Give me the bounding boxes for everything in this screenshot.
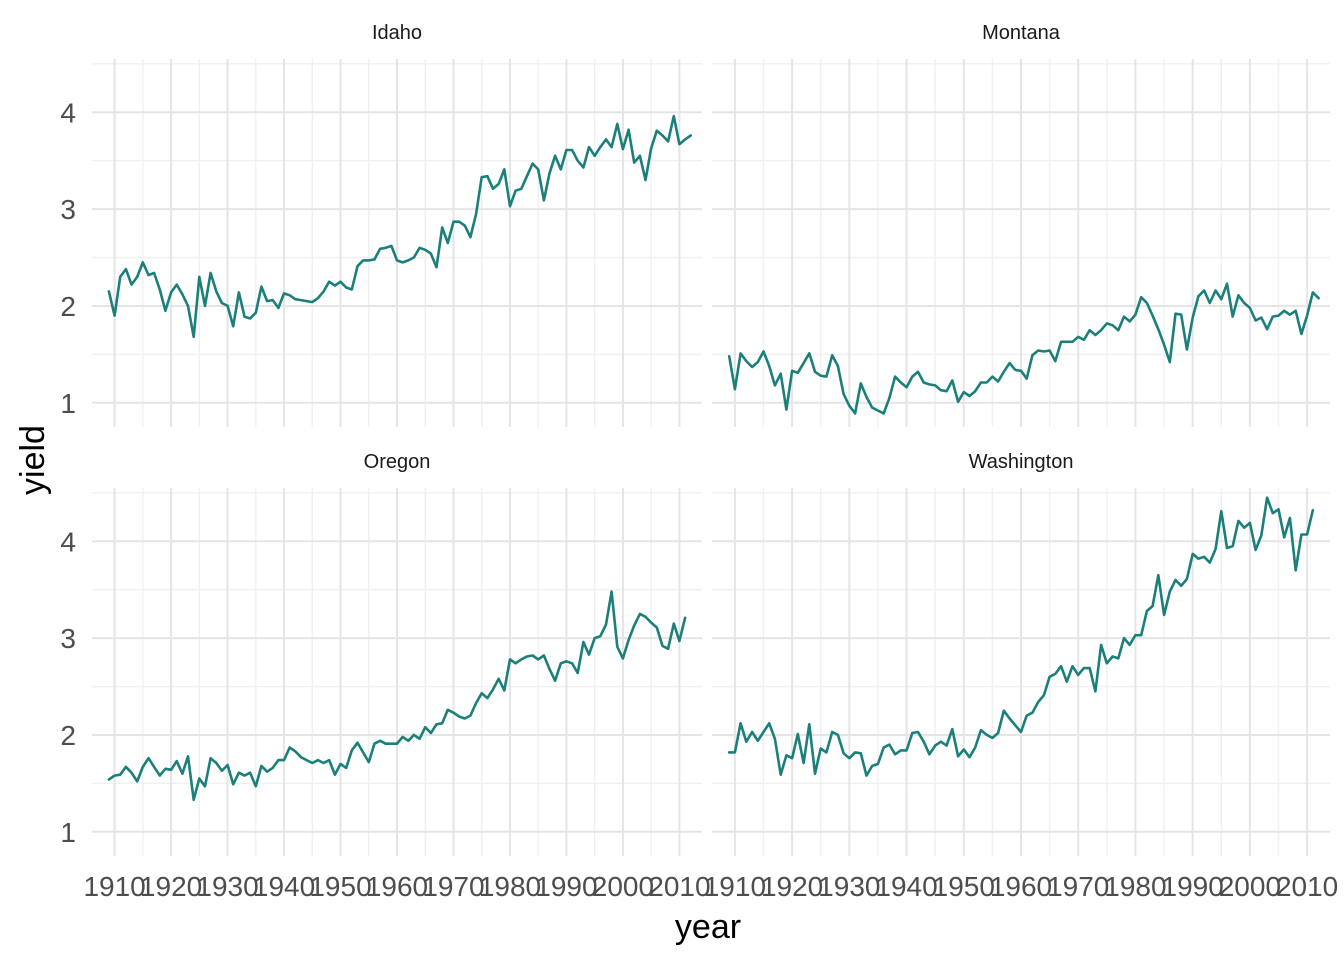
x-tick-labels: 1910192019301940195019601970198019902000… bbox=[83, 871, 1338, 902]
x-axis-title: year bbox=[675, 908, 741, 946]
panel-title: Idaho bbox=[372, 22, 422, 44]
y-tick-label: 4 bbox=[60, 97, 76, 128]
x-tick-label: 1930 bbox=[818, 871, 880, 902]
x-tick-label: 1910 bbox=[83, 871, 145, 902]
x-tick-label: 1910 bbox=[704, 871, 766, 902]
x-tick-label: 1990 bbox=[535, 871, 597, 902]
x-tick-label: 1940 bbox=[875, 871, 937, 902]
panel-title: Oregon bbox=[364, 451, 431, 473]
y-tick-labels: 1 2 3 4 1 2 3 4 bbox=[60, 97, 76, 848]
x-tick-label: 1960 bbox=[990, 871, 1052, 902]
x-tick-label: 1980 bbox=[1104, 871, 1166, 902]
x-tick-label: 1970 bbox=[422, 871, 484, 902]
x-tick-label: 2010 bbox=[648, 871, 710, 902]
x-tick-label: 2000 bbox=[592, 871, 654, 902]
y-tick-label: 1 bbox=[60, 817, 76, 848]
panel-washington: Washington bbox=[712, 451, 1330, 856]
x-tick-label: 1940 bbox=[253, 871, 315, 902]
panel-idaho: Idaho bbox=[92, 22, 702, 427]
y-axis-title: yield bbox=[14, 425, 52, 495]
x-tick-label: 1980 bbox=[479, 871, 541, 902]
panel-title: Washington bbox=[969, 451, 1074, 473]
series-line-oregon bbox=[107, 590, 687, 802]
panel-montana: Montana bbox=[712, 22, 1330, 427]
x-tick-label: 1970 bbox=[1047, 871, 1109, 902]
panels: Idaho Montana Oregon Washington bbox=[92, 22, 1330, 856]
y-tick-label: 3 bbox=[60, 623, 76, 654]
x-tick-label: 1930 bbox=[196, 871, 258, 902]
x-tick-label: 1990 bbox=[1162, 871, 1224, 902]
x-tick-label: 2000 bbox=[1219, 871, 1281, 902]
y-tick-label: 3 bbox=[60, 194, 76, 225]
y-tick-label: 4 bbox=[60, 526, 76, 557]
series-line-idaho bbox=[107, 114, 693, 339]
series-line-washington bbox=[727, 496, 1315, 777]
panel-title: Montana bbox=[982, 22, 1061, 44]
panel-oregon: Oregon bbox=[92, 451, 702, 856]
x-tick-label: 2010 bbox=[1276, 871, 1338, 902]
x-tick-label: 1950 bbox=[309, 871, 371, 902]
x-tick-label: 1960 bbox=[366, 871, 428, 902]
y-tick-label: 2 bbox=[60, 720, 76, 751]
x-tick-label: 1920 bbox=[140, 871, 202, 902]
series-line-montana bbox=[727, 282, 1320, 415]
y-tick-label: 1 bbox=[60, 388, 76, 419]
x-tick-label: 1920 bbox=[761, 871, 823, 902]
y-tick-label: 2 bbox=[60, 291, 76, 322]
x-tick-label: 1950 bbox=[933, 871, 995, 902]
